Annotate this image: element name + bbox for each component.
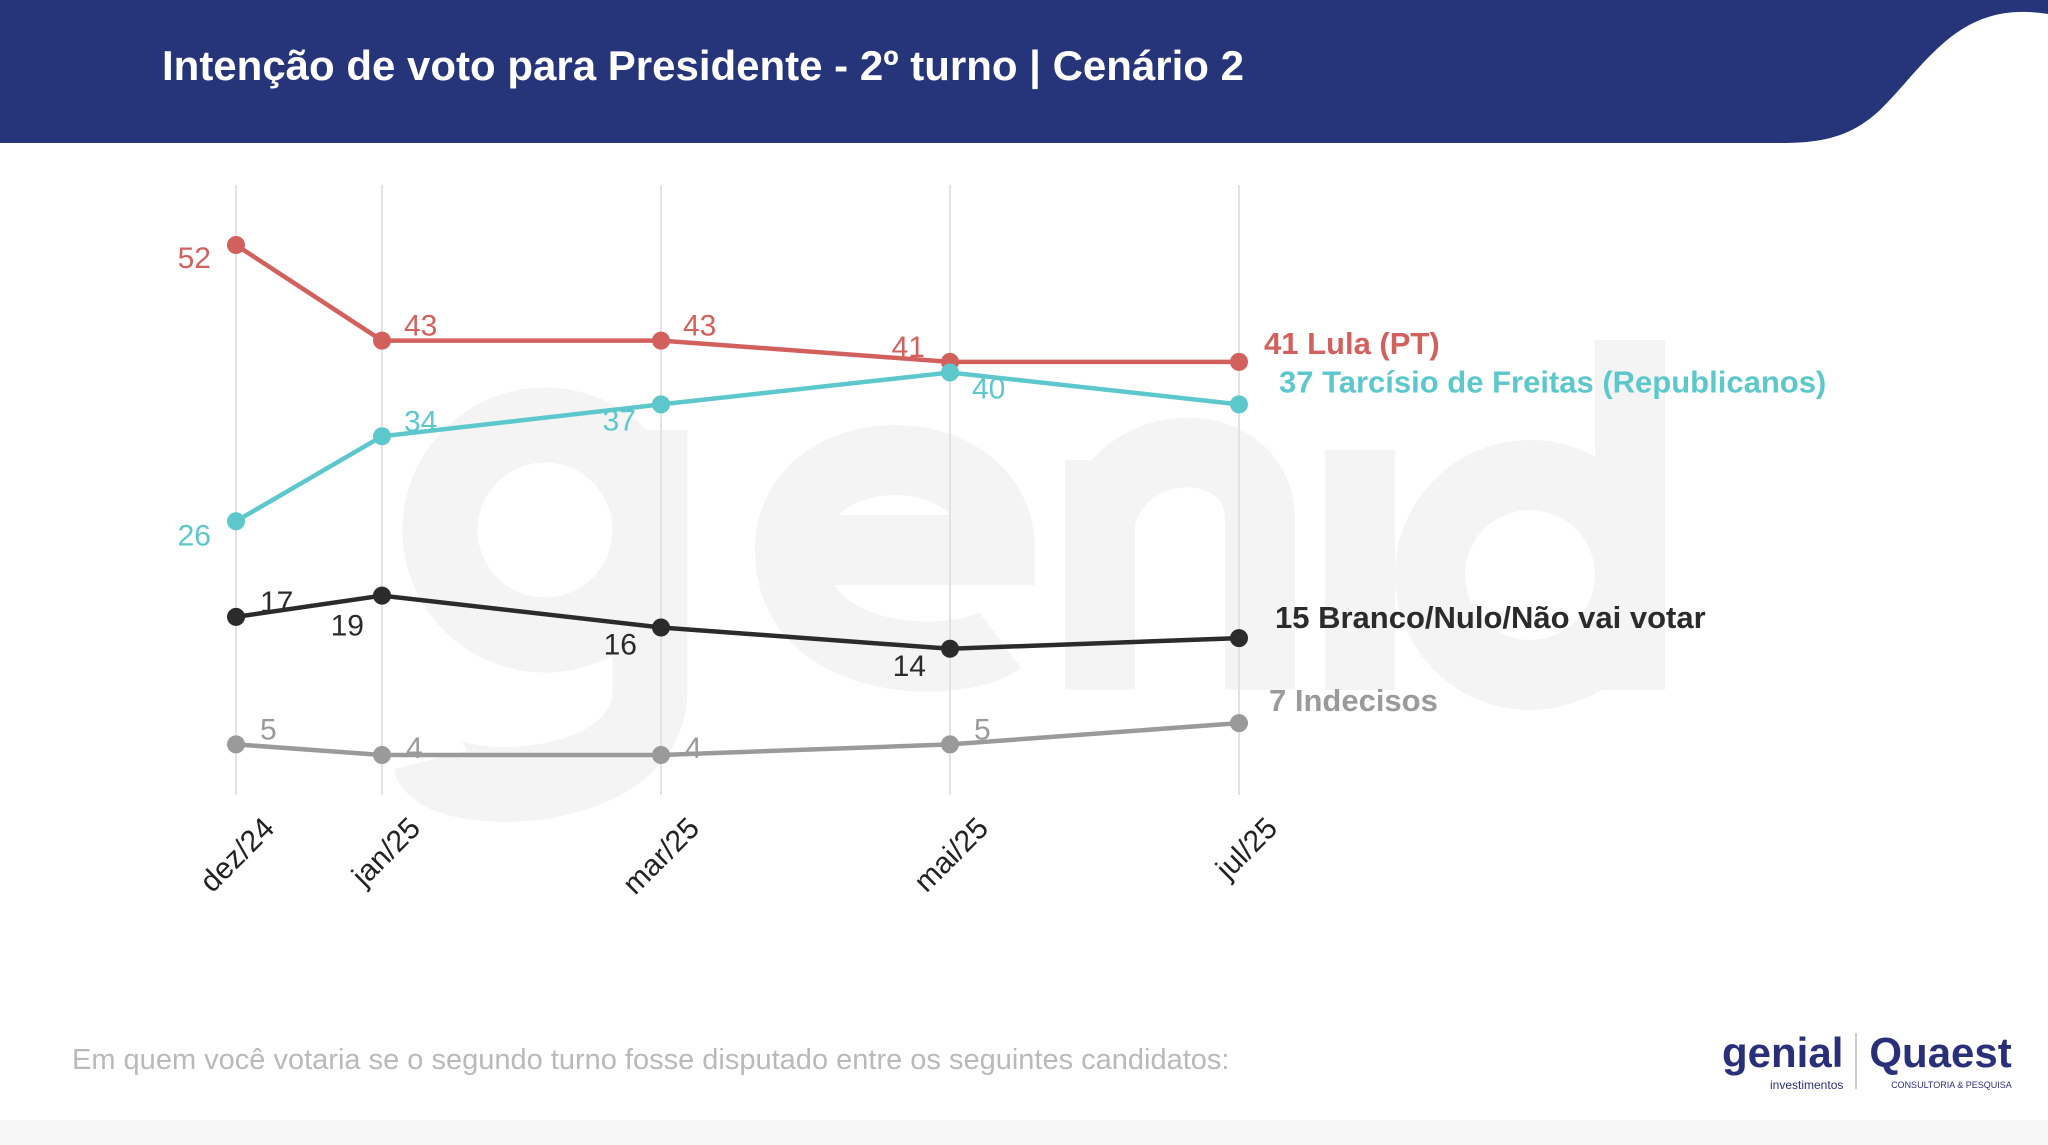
data-label: 19 [331, 610, 364, 643]
data-label: 17 [260, 586, 293, 619]
data-label: 40 [972, 373, 1005, 406]
data-label: 16 [604, 629, 637, 662]
series-lula-pt-: 52 43 43 41 41 Lula (PT) [178, 236, 1440, 371]
data-label: 41 [892, 331, 925, 364]
data-point [373, 586, 391, 605]
series-indecisos: 5 4 4 5 7 Indecisos [227, 683, 1438, 765]
bottom-band [0, 1120, 2048, 1145]
data-point [652, 746, 670, 764]
data-point [373, 427, 391, 446]
data-label: 52 [178, 242, 211, 275]
data-point [1230, 714, 1248, 733]
data-label: 43 [683, 310, 716, 343]
data-point [1230, 395, 1248, 414]
data-label: 37 [603, 404, 636, 437]
series-end-label: 37 Tarcísio de Freitas (Republicanos) [1279, 364, 1826, 399]
data-point [652, 331, 670, 350]
genial-logo: genial investimentos [1722, 1029, 1844, 1093]
data-label: 5 [260, 713, 277, 746]
data-point [652, 395, 670, 414]
series-end-label: 41 Lula (PT) [1264, 326, 1440, 361]
data-point [227, 512, 245, 531]
quaest-logo: Quaest CONSULTORIA & PESQUISA [1869, 1029, 2012, 1091]
watermark-logo [393, 340, 1665, 822]
logo-divider [1855, 1033, 1858, 1089]
data-point [227, 735, 245, 754]
data-point [227, 607, 245, 626]
x-tick-label: mar/25 [617, 812, 706, 901]
data-point [941, 735, 959, 754]
x-tick-label: jan/25 [345, 812, 427, 894]
data-point [1230, 629, 1248, 648]
data-label: 5 [974, 713, 991, 746]
data-point [373, 746, 391, 764]
data-label: 43 [404, 310, 437, 343]
data-point [1230, 352, 1248, 371]
data-label: 14 [893, 650, 926, 683]
brand-logos: genial investimentos Quaest CONSULTORIA … [1722, 1029, 2012, 1093]
data-label: 4 [685, 732, 702, 765]
survey-question: Em quem você votaria se o segundo turno … [72, 1044, 1230, 1076]
series-end-label: 7 Indecisos [1269, 683, 1438, 718]
x-tick-label: jul/25 [1209, 812, 1284, 887]
series-branco-nulo-n-o-vai-votar: 17 19 16 14 15 Branco/Nulo/Não vai votar [227, 586, 1706, 683]
x-tick-label: dez/24 [194, 812, 281, 899]
data-point [652, 618, 670, 637]
series-end-label: 15 Branco/Nulo/Não vai votar [1275, 600, 1706, 635]
data-label: 26 [178, 519, 211, 552]
data-label: 4 [406, 732, 423, 765]
data-point [941, 639, 959, 658]
x-tick-label: mai/25 [908, 812, 995, 899]
data-point [941, 363, 959, 382]
header-banner [0, 0, 2048, 143]
data-point [227, 236, 245, 254]
data-point [373, 331, 391, 350]
series-tarc-sio-de-freitas-republicanos-: 26 34 37 40 37 Tarcísio de Freitas (Republic… [178, 363, 1826, 552]
data-label: 34 [404, 405, 437, 438]
page-title: Intenção de voto para Presidente - 2º tu… [162, 42, 1244, 89]
